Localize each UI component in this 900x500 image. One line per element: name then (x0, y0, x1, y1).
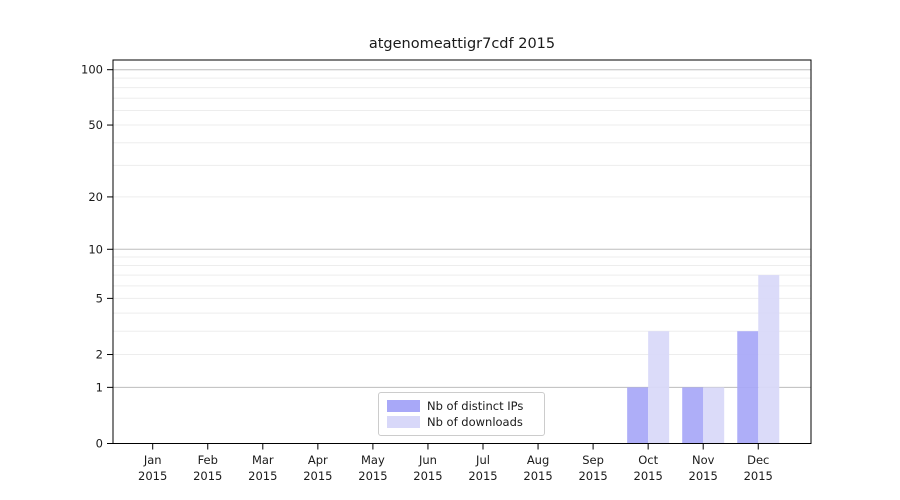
y-tick-label: 2 (96, 348, 103, 362)
x-tick-label-month: Jan (143, 453, 162, 467)
x-tick-label-year: 2015 (358, 469, 387, 483)
x-tick-label-month: May (361, 453, 385, 467)
y-tick-label: 0 (96, 437, 103, 451)
x-tick-label-year: 2015 (634, 469, 663, 483)
x-tick-label-year: 2015 (193, 469, 222, 483)
x-tick-label-year: 2015 (468, 469, 497, 483)
x-tick-label-year: 2015 (248, 469, 277, 483)
x-tick-label-year: 2015 (138, 469, 167, 483)
legend-label-downloads: Nb of downloads (427, 415, 523, 429)
y-tick-label: 10 (88, 242, 103, 256)
bar-downloads-dec (758, 275, 780, 444)
y-tick-label: 20 (88, 190, 103, 204)
chart-title: atgenomeattigr7cdf 2015 (368, 36, 556, 52)
x-tick-label-month: Aug (527, 453, 549, 467)
x-tick-label-month: Oct (638, 453, 658, 467)
legend-swatch-downloads (387, 416, 420, 428)
x-tick-label-year: 2015 (689, 469, 718, 483)
x-tick-label-year: 2015 (744, 469, 773, 483)
legend-label-distinct-ips: Nb of distinct IPs (427, 399, 524, 413)
y-tick-label: 5 (96, 291, 103, 305)
x-tick-label-month: Dec (747, 453, 769, 467)
y-tick-label: 1 (96, 380, 103, 394)
legend-swatch-distinct-ips (387, 400, 420, 412)
y-tick-label: 100 (81, 63, 103, 77)
legend-item-downloads: Nb of downloads (387, 415, 536, 429)
x-tick-label-month: Mar (252, 453, 274, 467)
x-tick-label-year: 2015 (413, 469, 442, 483)
x-tick-label-year: 2015 (578, 469, 607, 483)
legend: Nb of distinct IPs Nb of downloads (378, 392, 545, 436)
plot-border (112, 59, 812, 444)
x-tick-label-year: 2015 (523, 469, 552, 483)
bar-distinct-ips-dec (737, 331, 759, 444)
x-tick-label-month: Sep (582, 453, 604, 467)
x-tick-label-month: Jul (475, 453, 490, 467)
bar-distinct-ips-oct (627, 387, 649, 444)
bar-downloads-nov (703, 387, 725, 444)
bar-distinct-ips-nov (682, 387, 704, 444)
y-tick-label: 50 (88, 118, 103, 132)
legend-item-distinct-ips: Nb of distinct IPs (387, 399, 536, 413)
x-tick-label-year: 2015 (303, 469, 332, 483)
x-tick-label-month: Jun (418, 453, 437, 467)
x-tick-label-month: Feb (198, 453, 218, 467)
x-tick-label-month: Nov (692, 453, 715, 467)
bar-downloads-oct (648, 331, 670, 444)
x-tick-label-month: Apr (308, 453, 328, 467)
